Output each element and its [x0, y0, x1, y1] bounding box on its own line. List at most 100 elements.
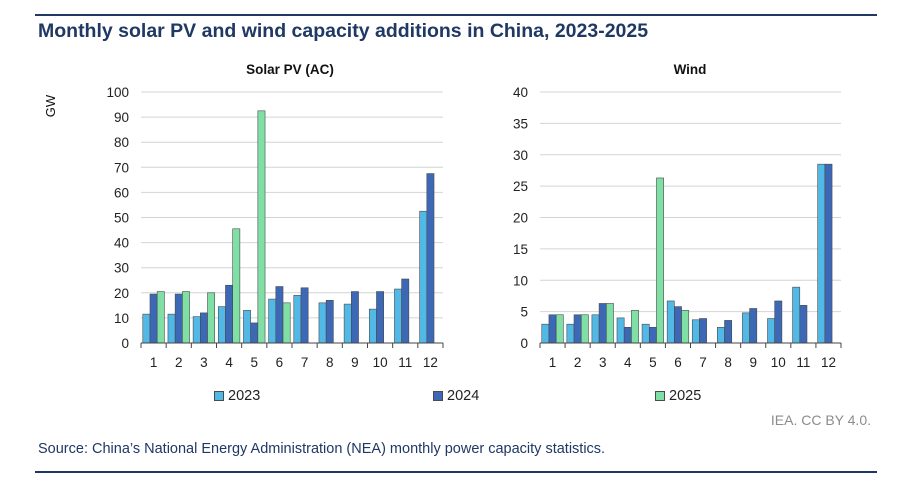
solar-bar-2024-9: [351, 291, 359, 344]
wind-x-tick-label: 3: [599, 355, 607, 370]
solar-bar-2025-4: [232, 228, 241, 344]
wind-x-tick-label: 1: [549, 355, 557, 370]
solar-bar-2024-8: [325, 300, 334, 344]
wind-x-tick-label: 9: [749, 355, 757, 370]
solar-x-tick-label: 9: [351, 355, 359, 370]
bottom-rule: [35, 471, 877, 473]
solar-x-tick-label: 6: [276, 355, 284, 370]
legend-item-2024: 2024: [433, 386, 479, 406]
wind-y-tick-label: 25: [513, 179, 528, 194]
solar-x-tick-label: 3: [200, 355, 208, 370]
wind-bar-2023-6: [666, 300, 675, 344]
wind-bar-2024-9: [749, 308, 758, 344]
solar-bar-2023-4: [217, 306, 226, 344]
wind-bar-2024-12: [824, 163, 833, 344]
solar-y-tick-label: 70: [114, 160, 129, 175]
wind-bar-2023-5: [641, 323, 650, 344]
legend-label-2025: 2025: [669, 388, 702, 404]
solar-bar-2023-10: [368, 308, 377, 344]
wind-bar-2024-1: [548, 314, 557, 344]
solar-y-tick-label: 0: [121, 336, 129, 351]
solar-bar-2024-5: [250, 322, 259, 344]
solar-bar-2024-11: [401, 278, 410, 344]
wind-x-tick-label: 12: [821, 355, 836, 370]
solar-x-tick-label: 12: [423, 355, 438, 370]
solar-x-tick-label: 11: [398, 355, 412, 370]
legend-swatch-2024: [433, 391, 443, 401]
solar-x-tick-label: 4: [225, 355, 233, 370]
wind-y-tick-label: 0: [520, 336, 528, 351]
solar-bar-2023-3: [192, 316, 201, 344]
page-title: Monthly solar PV and wind capacity addit…: [38, 20, 649, 42]
solar-y-tick-label: 90: [114, 110, 129, 125]
solar-bar-2024-2: [174, 293, 183, 344]
legend-label-2024: 2024: [447, 388, 480, 404]
solar-bar-2025-3: [207, 292, 216, 344]
legend-label-2023: 2023: [228, 388, 261, 404]
wind-bar-2023-10: [767, 318, 775, 344]
solar-bar-2024-6: [275, 286, 284, 344]
solar-bar-2025-6: [282, 302, 291, 344]
solar-bar-2023-2: [167, 313, 176, 344]
solar-x-tick-label: 8: [326, 355, 334, 370]
wind-y-tick-label: 5: [520, 305, 528, 320]
wind-bar-2024-11: [799, 305, 808, 344]
credit-text: IEA. CC BY 4.0.: [770, 412, 871, 428]
wind-bar-2023-11: [792, 286, 801, 344]
wind-bar-2023-9: [742, 312, 750, 344]
solar-y-tick-label: 20: [114, 286, 129, 301]
wind-bar-2024-2: [573, 314, 582, 344]
wind-y-tick-label: 15: [513, 242, 528, 257]
wind-x-tick-label: 8: [724, 355, 732, 370]
wind-chart-title: Wind: [674, 62, 707, 77]
solar-x-tick-label: 2: [175, 355, 183, 370]
solar-bar-2023-7: [293, 295, 302, 344]
wind-bar-2025-4: [631, 310, 639, 344]
wind-bar-2025-3: [606, 303, 614, 344]
solar-bar-2023-6: [268, 298, 277, 344]
wind-x-tick-label: 2: [574, 355, 582, 370]
wind-y-tick-label: 10: [513, 273, 528, 288]
wind-x-tick-label: 11: [796, 355, 810, 370]
wind-x-tick-label: 7: [699, 355, 707, 370]
wind-bar-2024-10: [774, 300, 783, 344]
wind-bar-2025-1: [555, 314, 564, 344]
solar-bar-2025-2: [182, 291, 190, 344]
wind-bar-2023-12: [817, 163, 826, 344]
wind-x-tick-label: 4: [624, 355, 632, 370]
wind-bar-2024-8: [724, 320, 733, 344]
solar-y-tick-label: 60: [114, 185, 129, 200]
solar-x-tick-label: 10: [373, 355, 388, 370]
solar-bar-2025-1: [156, 291, 165, 344]
solar-bar-2024-7: [300, 287, 309, 344]
wind-bar-2023-8: [717, 327, 725, 344]
top-rule: [35, 14, 877, 16]
wind-y-tick-label: 35: [513, 116, 528, 131]
solar-bar-2025-5: [257, 110, 266, 344]
wind-bar-2024-4: [623, 327, 632, 344]
solar-y-axis-label: GW: [43, 94, 58, 117]
solar-y-tick-label: 100: [106, 85, 129, 100]
solar-bar-2024-3: [200, 312, 208, 344]
wind-bar-2023-1: [541, 323, 550, 344]
wind-bar-2024-6: [674, 306, 682, 344]
solar-bar-2024-10: [376, 291, 384, 344]
solar-bar-2023-5: [243, 310, 251, 344]
wind-x-tick-label: 6: [674, 355, 682, 370]
wind-y-tick-label: 20: [513, 211, 528, 226]
wind-y-tick-label: 30: [513, 148, 528, 163]
solar-bar-2023-9: [343, 303, 352, 344]
wind-x-tick-label: 10: [771, 355, 786, 370]
solar-x-tick-label: 1: [150, 355, 158, 370]
wind-bar-2025-6: [681, 310, 690, 344]
solar-y-tick-label: 80: [114, 135, 129, 150]
source-text: Source: China’s National Energy Administ…: [38, 441, 606, 457]
legend-item-2025: 2025: [655, 386, 701, 406]
legend-item-2023: 2023: [214, 386, 260, 406]
solar-bar-2023-12: [419, 210, 428, 344]
solar-y-tick-label: 30: [114, 261, 129, 276]
solar-bar-2024-1: [149, 293, 158, 344]
solar-bar-2023-8: [318, 302, 327, 344]
wind-bar-2024-3: [598, 303, 607, 344]
